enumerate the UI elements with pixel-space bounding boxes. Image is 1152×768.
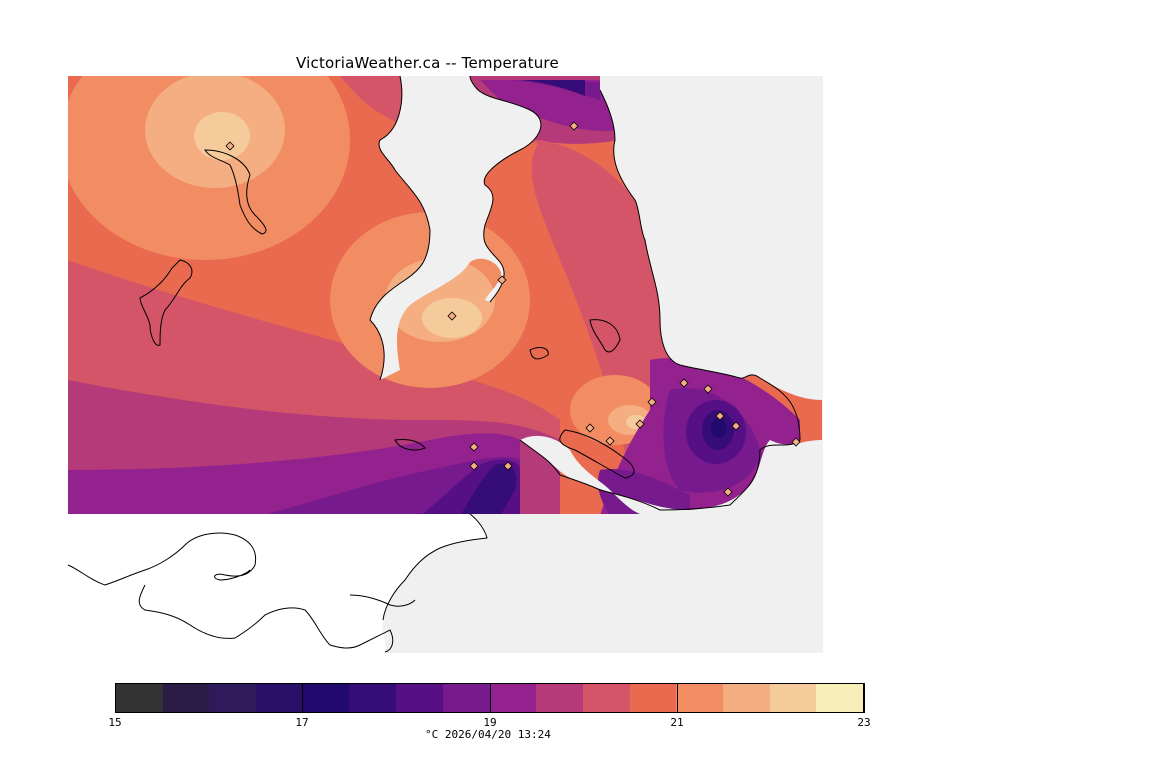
legend-tick-label: 15	[108, 716, 122, 729]
legend-swatch	[349, 684, 397, 712]
legend-swatch	[302, 684, 350, 712]
legend-swatch	[536, 684, 583, 712]
legend-swatch	[816, 684, 863, 712]
weather-stations	[225, 121, 801, 497]
station-marker[interactable]	[715, 411, 725, 421]
station-marker[interactable]	[225, 141, 235, 151]
unforecast-land	[68, 514, 487, 653]
station-marker[interactable]	[469, 461, 479, 471]
station-marker[interactable]	[605, 436, 615, 446]
water-areas	[370, 76, 822, 514]
legend-swatch	[676, 684, 723, 712]
station-marker[interactable]	[703, 384, 713, 394]
station-marker[interactable]	[679, 378, 689, 388]
legend-swatch	[256, 684, 303, 712]
legend-tick-label: 17	[295, 716, 309, 729]
legend-tick-line	[864, 683, 865, 713]
station-marker[interactable]	[469, 442, 479, 452]
legend-tick-line	[302, 683, 303, 713]
color-legend-bar	[115, 683, 864, 713]
station-marker[interactable]	[503, 461, 513, 471]
legend-tick-label: 23	[857, 716, 871, 729]
legend-caption: °C 2026/04/20 13:24	[425, 728, 551, 741]
station-marker[interactable]	[731, 421, 741, 431]
station-marker[interactable]	[585, 423, 595, 433]
legend-swatch	[582, 684, 630, 712]
legend-swatch	[442, 684, 490, 712]
legend-tick-line	[490, 683, 491, 713]
legend-tick-line	[115, 683, 116, 713]
legend-swatch	[209, 684, 257, 712]
coastlines	[67, 75, 801, 653]
legend-swatch	[396, 684, 443, 712]
temperature-map	[67, 75, 823, 653]
station-marker[interactable]	[447, 311, 457, 321]
legend-swatch	[769, 684, 817, 712]
station-marker[interactable]	[497, 275, 507, 285]
legend-tick-line	[677, 683, 678, 713]
station-marker[interactable]	[791, 437, 801, 447]
legend-tick-label: 19	[483, 716, 497, 729]
map-title: VictoriaWeather.ca -- Temperature	[296, 54, 559, 72]
legend-swatch	[116, 684, 163, 712]
legend-swatch	[722, 684, 770, 712]
legend-tick-label: 21	[670, 716, 684, 729]
legend-swatch	[629, 684, 677, 712]
station-marker[interactable]	[569, 121, 579, 131]
station-marker[interactable]	[647, 397, 657, 407]
station-marker[interactable]	[723, 487, 733, 497]
legend-swatch	[162, 684, 210, 712]
legend-swatch	[489, 684, 537, 712]
station-marker[interactable]	[635, 419, 645, 429]
